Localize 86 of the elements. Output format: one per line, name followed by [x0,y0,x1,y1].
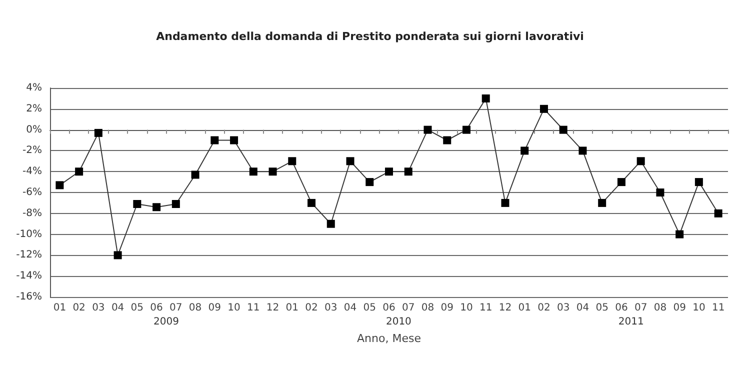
point [56,181,64,190]
x-tick-label: 08 [654,302,667,314]
point [462,126,470,134]
text: 2010 [386,316,412,328]
point [75,168,84,176]
point [676,230,684,238]
x-tick-label: 02 [305,302,318,314]
y-tick-label: 0% [26,124,42,136]
point [714,209,722,218]
y-tick-label: -6% [22,187,42,198]
x-tick-label: 04 [344,302,357,314]
x-tick-label: 05 [596,302,608,314]
point [366,178,374,186]
x-tick-label: 09 [673,302,686,314]
point [94,128,102,137]
point [114,251,122,260]
point [133,200,142,208]
x-tick-label: 02 [538,302,550,314]
y-tick-label: 4% [26,82,42,94]
point [694,178,703,186]
point [540,104,548,113]
x-tick-label: 03 [324,302,338,314]
x-tick-label: 09 [208,302,222,314]
x-tick-label: 01 [53,302,66,314]
point [308,198,316,207]
x-tick-label: 02 [72,302,86,314]
x-tick-label: 11 [479,302,492,314]
text: 2009 [154,316,179,328]
point [501,198,510,207]
x-tick-label: 10 [228,302,240,314]
x-tick-label: 05 [130,302,144,314]
x-tick-label: 11 [712,302,725,314]
point [443,136,452,144]
x-tick-label: 06 [150,302,163,314]
x-tick-label: 11 [247,302,260,314]
point [598,198,606,207]
x-tick-label: 03 [556,302,570,314]
point [249,168,258,176]
point [326,220,335,228]
point [346,157,354,166]
y-tick-label: -2% [22,145,42,156]
point [404,168,412,176]
x-tick-label: 08 [188,302,202,314]
point [559,126,568,134]
point [385,168,393,176]
point [210,136,219,144]
point [424,126,432,134]
x-tick-label: 09 [440,302,454,314]
point [636,157,645,166]
text: 2011 [618,316,644,328]
x-tick-label: 01 [518,302,531,314]
x-tick-label: 07 [402,302,415,314]
y-tick-label: 2% [26,103,42,114]
y-tick-label: -12% [16,250,42,261]
chart-title: Andamento della domanda di Prestito ponderata sui giorni lavorativi [156,30,584,43]
point [268,168,277,176]
x-tick-label: 10 [692,302,706,314]
x-tick-label: 12 [266,302,280,314]
point [578,146,587,155]
x-tick-label: 12 [498,302,512,314]
x-tick-label: 04 [111,302,124,314]
x-axis-title: Anno, Mese [357,332,422,345]
x-tick-label: 03 [92,302,105,314]
point [230,136,238,144]
point [191,170,200,179]
x-tick-label: 06 [615,302,628,314]
x-tick-label: 01 [286,302,299,314]
point [172,200,180,208]
x-tick-label: 10 [460,302,473,314]
point [288,157,296,166]
x-tick-label: 06 [382,302,396,314]
point [482,94,490,102]
x-tick-label: 07 [634,302,648,314]
y-tick-label: -14% [16,270,42,282]
x-tick-label: 08 [421,302,434,314]
x-tick-label: 05 [363,302,376,314]
point [617,178,626,186]
y-tick-label: -10% [16,228,42,240]
point [152,203,161,212]
point [656,188,664,196]
x-tick-label: 07 [170,302,182,314]
point [520,146,529,155]
x-tick-label: 04 [576,302,590,314]
y-tick-label: -8% [22,208,42,219]
y-tick-label: -4% [22,166,42,178]
y-tick-label: -16% [16,292,42,302]
